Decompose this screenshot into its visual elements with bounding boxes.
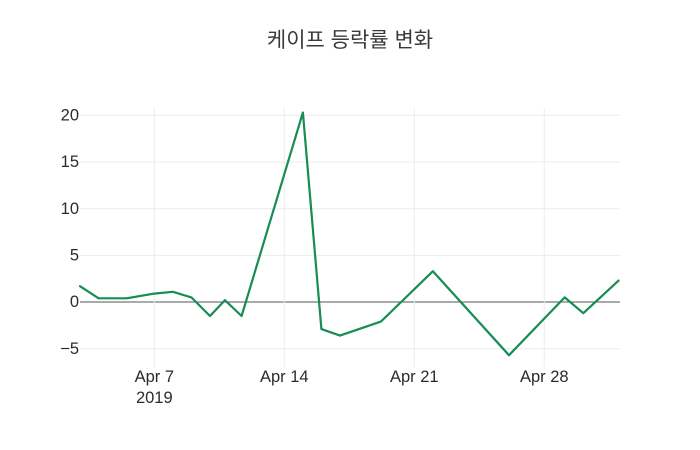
svg-text:−5: −5 <box>60 340 79 358</box>
svg-text:Apr 14: Apr 14 <box>260 368 309 386</box>
svg-text:10: 10 <box>61 200 79 218</box>
svg-text:Apr 28: Apr 28 <box>520 368 569 386</box>
svg-text:Apr 7: Apr 7 <box>135 368 174 386</box>
svg-text:0: 0 <box>70 293 79 311</box>
svg-text:5: 5 <box>70 247 79 265</box>
svg-text:15: 15 <box>61 153 79 171</box>
svg-text:Apr 21: Apr 21 <box>390 368 439 386</box>
svg-text:케이프 등락률 변화: 케이프 등락률 변화 <box>267 29 433 52</box>
svg-text:20: 20 <box>61 107 79 125</box>
svg-text:2019: 2019 <box>136 389 173 407</box>
